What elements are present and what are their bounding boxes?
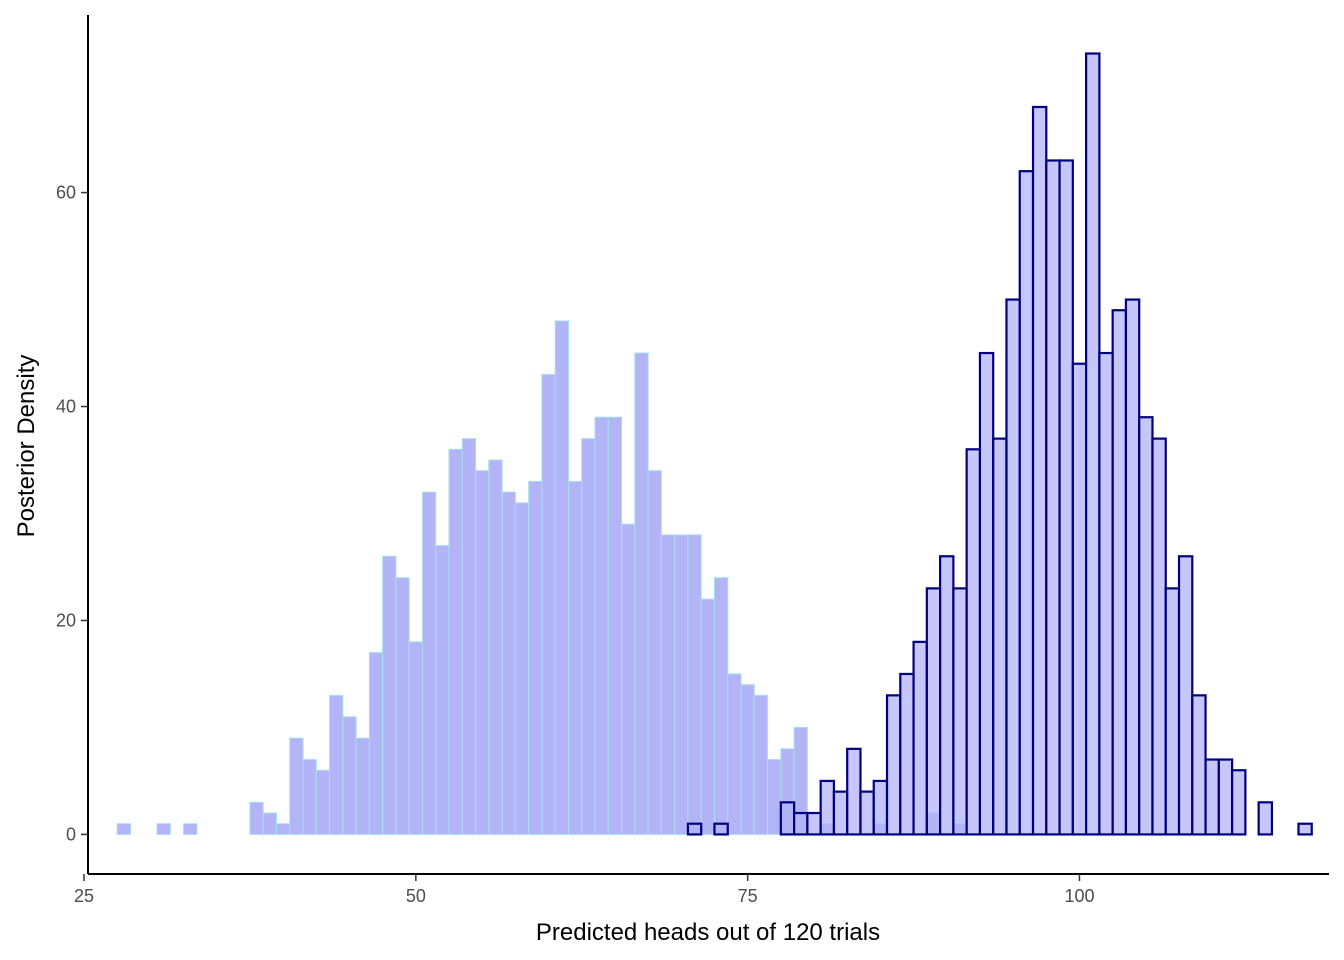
- histogram-bar: [925, 587, 942, 836]
- histogram-bar: [1031, 105, 1048, 836]
- prior-predictive-bars: [116, 320, 968, 835]
- histogram-bar: [567, 480, 583, 835]
- y-tick-label: 20: [56, 610, 76, 630]
- histogram-bar: [952, 587, 968, 836]
- histogram-bar: [885, 694, 902, 836]
- histogram-bar: [859, 790, 875, 836]
- histogram-bar: [355, 737, 370, 835]
- histogram-bar: [674, 534, 689, 835]
- histogram-bar: [1164, 587, 1181, 836]
- histogram-bar: [289, 737, 304, 835]
- histogram-bar: [302, 759, 317, 835]
- histogram-bar: [1177, 555, 1194, 836]
- histogram-bar: [1018, 170, 1035, 836]
- histogram-bar: [488, 459, 503, 835]
- histogram-bar: [806, 811, 822, 836]
- histogram-bar: [329, 694, 344, 835]
- histogram-bar: [541, 373, 556, 835]
- histogram-bar: [262, 812, 277, 835]
- histogram-bar: [395, 577, 410, 835]
- histogram-bar: [461, 438, 477, 835]
- histogram-bar: [1297, 822, 1313, 836]
- histogram-bar: [448, 448, 463, 835]
- y-tick-label: 0: [66, 824, 76, 844]
- histogram-bar: [687, 534, 702, 835]
- histogram-bar: [767, 759, 782, 835]
- x-axis-title: Predicted heads out of 120 trials: [536, 919, 880, 946]
- histogram-bar: [607, 416, 623, 835]
- histogram-bar: [156, 823, 171, 835]
- histogram-bar: [992, 437, 1008, 836]
- posterior-predictive-bars: [686, 52, 1313, 836]
- histogram-bar: [713, 577, 729, 835]
- histogram-bar: [1204, 758, 1220, 836]
- histogram-bar: [116, 823, 131, 835]
- histogram-bar: [1071, 362, 1088, 836]
- histogram-bar: [1217, 758, 1234, 836]
- histogram-bar: [1257, 801, 1274, 836]
- histogram-bar: [1111, 309, 1128, 836]
- histogram-bar: [1045, 159, 1061, 836]
- histogram-bar: [1085, 52, 1101, 836]
- histogram-bar: [899, 672, 915, 836]
- histogram-bar: [1005, 298, 1021, 836]
- histogram-bar: [315, 769, 331, 835]
- histogram-bar: [475, 470, 490, 835]
- histogram-bar: [727, 673, 742, 835]
- histogram-bar: [514, 502, 530, 835]
- histogram-bar: [554, 320, 569, 835]
- histogram-bar: [1151, 437, 1167, 836]
- histogram-bar: [342, 716, 357, 835]
- histogram-bar: [647, 470, 662, 835]
- histogram-bar: [846, 747, 862, 836]
- y-axis-title: Posterior Density: [13, 355, 40, 538]
- histogram-bar: [713, 822, 729, 836]
- x-axis-ticks: 25 50 75 100: [74, 874, 1094, 906]
- x-tick-label: 75: [738, 886, 758, 906]
- y-tick-label: 40: [56, 397, 76, 417]
- histogram-bar: [1058, 159, 1074, 836]
- histogram-bar: [435, 545, 450, 835]
- histogram-bar: [660, 534, 676, 835]
- x-tick-label: 25: [74, 886, 94, 906]
- histogram-bar: [1191, 694, 1207, 836]
- histogram-bar: [965, 448, 982, 836]
- x-tick-label: 100: [1064, 886, 1094, 906]
- histogram-bar: [1098, 351, 1114, 836]
- histogram-bar: [819, 779, 836, 836]
- histogram-bar: [275, 823, 291, 835]
- histogram-bar: [872, 779, 889, 836]
- histogram-bar: [740, 684, 755, 835]
- y-tick-label: 60: [56, 183, 76, 203]
- histogram-bar: [621, 523, 636, 835]
- histogram-bar: [978, 351, 995, 836]
- histogram-bar: [528, 480, 543, 835]
- histogram-bar: [793, 811, 809, 836]
- x-tick-label: 50: [406, 886, 426, 906]
- histogram-bar: [421, 491, 437, 835]
- histogram-bar: [382, 555, 397, 835]
- histogram-bar: [939, 555, 955, 836]
- histogram-bar: [249, 801, 264, 835]
- histogram-bar: [594, 416, 609, 835]
- histogram-bar: [1231, 769, 1247, 836]
- histogram-bar: [686, 822, 703, 836]
- histogram-bar: [700, 598, 715, 835]
- histogram-bar: [368, 652, 384, 835]
- histogram-bar: [753, 694, 769, 835]
- histogram-bar: [832, 790, 849, 836]
- histogram-bar: [1124, 298, 1141, 836]
- y-axis-ticks: 0 20 40 60: [56, 183, 88, 844]
- histogram-bar: [501, 491, 516, 835]
- histogram-bar: [912, 640, 928, 836]
- histogram-bar: [779, 801, 796, 836]
- histogram-bar: [581, 438, 596, 835]
- histogram-bar: [1138, 416, 1154, 836]
- histogram-bar: [408, 641, 423, 835]
- histogram-bar: [634, 352, 649, 835]
- histogram-bar: [183, 823, 198, 835]
